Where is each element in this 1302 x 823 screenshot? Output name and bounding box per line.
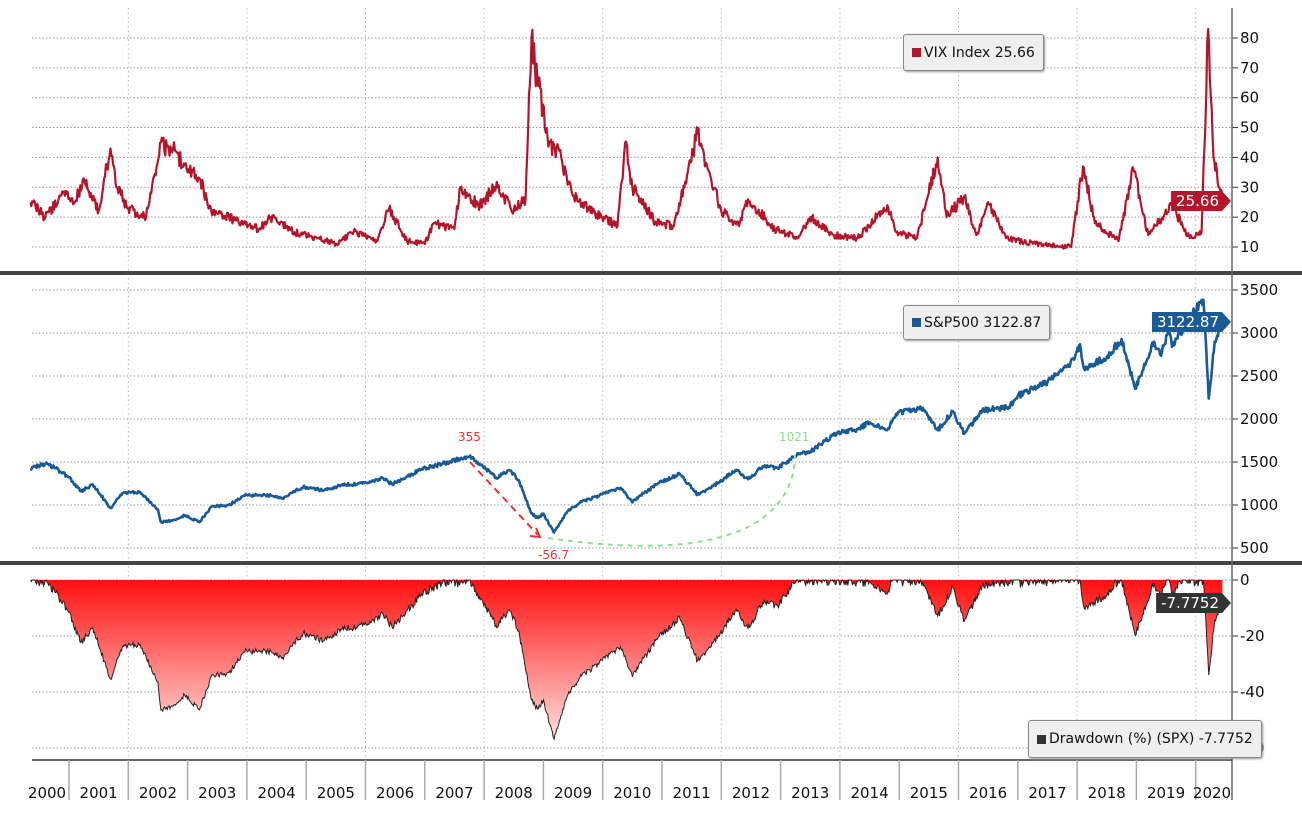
drawdown-last-value-tag: -7.7752: [1156, 593, 1231, 613]
year-label-2014: 2014: [850, 784, 888, 802]
y-tick-label: -40: [1240, 683, 1265, 701]
year-label-2009: 2009: [554, 784, 592, 802]
year-label-2013: 2013: [791, 784, 829, 802]
drawdown-arrow: [469, 461, 539, 536]
y-tick-label: 3000: [1240, 324, 1278, 342]
trough-annotation: -56.7: [538, 548, 570, 562]
drawdown-area: [30, 580, 1223, 740]
y-tick-label: 2500: [1240, 367, 1278, 385]
spx-swatch: [912, 318, 921, 327]
y-tick-label: 500: [1240, 539, 1269, 557]
drawdown-swatch: [1037, 734, 1046, 744]
y-tick-label: 10: [1240, 238, 1259, 256]
recovery-curve: [547, 454, 796, 547]
y-tick-label: 2000: [1240, 410, 1278, 428]
y-tick-label: 0: [1240, 571, 1250, 589]
drawdown-legend-label: Drawdown (%) (SPX) -7.7752: [1049, 731, 1253, 747]
y-tick-label: 1000: [1240, 496, 1278, 514]
year-label-2018: 2018: [1088, 784, 1126, 802]
vix-legend-label: VIX Index 25.66: [924, 44, 1035, 61]
year-label-2011: 2011: [673, 784, 711, 802]
y-tick-label: 60: [1240, 89, 1259, 107]
year-label-2016: 2016: [969, 784, 1007, 802]
year-label-2004: 2004: [257, 784, 295, 802]
recovery-annotation: 1021: [779, 430, 810, 444]
y-tick-label: 3500: [1240, 281, 1278, 299]
vix-line: [29, 27, 1224, 250]
y-tick-label: 1500: [1240, 453, 1278, 471]
arrow-head-icon: [529, 527, 542, 539]
spx-legend-label: S&P500 3122.87: [924, 314, 1042, 331]
y-tick-label: 40: [1240, 148, 1259, 166]
drawdown-legend: Drawdown (%) (SPX) -7.7752: [1028, 720, 1262, 758]
year-label-2003: 2003: [198, 784, 236, 802]
spx-line: [29, 298, 1224, 534]
y-tick-label: 70: [1240, 59, 1259, 77]
year-label-2012: 2012: [732, 784, 770, 802]
year-label-2005: 2005: [317, 784, 355, 802]
year-label-2000: 2000: [28, 784, 66, 802]
year-label-2007: 2007: [435, 784, 473, 802]
peak-annotation: 355: [458, 430, 481, 444]
year-label-2008: 2008: [495, 784, 533, 802]
year-label-2017: 2017: [1028, 784, 1066, 802]
vix-swatch: [912, 48, 921, 57]
year-label-2006: 2006: [376, 784, 414, 802]
y-tick-label: 20: [1240, 208, 1259, 226]
vix-last-value-tag: 25.66: [1171, 191, 1231, 211]
spx-legend: S&P500 3122.87: [903, 305, 1051, 340]
y-tick-label: 50: [1240, 119, 1259, 137]
year-label-2002: 2002: [139, 784, 177, 802]
y-tick-label: 80: [1240, 29, 1259, 47]
y-tick-label: 30: [1240, 178, 1259, 196]
year-label-2001: 2001: [80, 784, 118, 802]
y-tick-label: -20: [1240, 627, 1265, 645]
drawdown-line: [30, 578, 1223, 741]
vix-legend: VIX Index 25.66: [903, 34, 1044, 71]
year-label-2015: 2015: [910, 784, 948, 802]
spx-last-value-tag: 3122.87: [1152, 312, 1231, 332]
year-label-2020: 2020: [1193, 784, 1231, 802]
year-label-2010: 2010: [613, 784, 651, 802]
year-label-2019: 2019: [1147, 784, 1185, 802]
